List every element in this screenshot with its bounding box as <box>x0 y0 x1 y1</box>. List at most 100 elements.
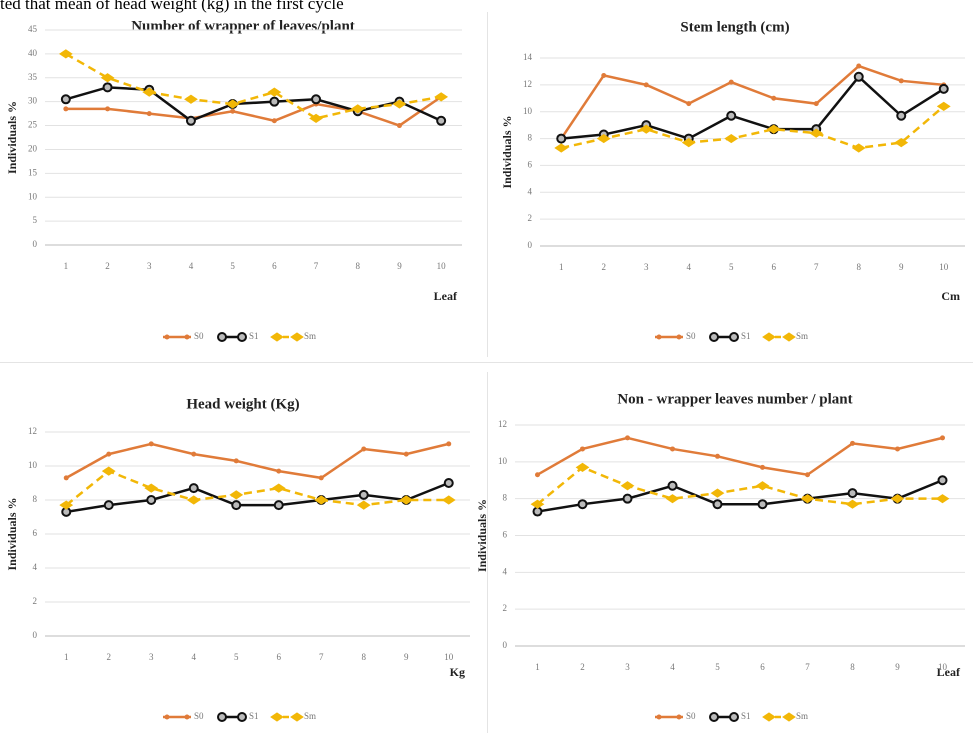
y-tick-label: 2 <box>528 213 533 223</box>
point <box>356 500 371 510</box>
point <box>712 499 723 510</box>
point <box>755 481 770 491</box>
y-tick-label: 10 <box>28 460 38 470</box>
point <box>656 714 662 720</box>
x-tick-label: 1 <box>535 662 540 672</box>
point <box>314 495 329 505</box>
point <box>309 113 323 123</box>
x-tick-label: 10 <box>938 662 948 672</box>
y-tick-label: 12 <box>28 426 37 436</box>
x-tick-label: 1 <box>559 262 564 272</box>
legend-label: S1 <box>249 331 259 341</box>
line <box>561 74 945 140</box>
point <box>436 115 447 126</box>
point <box>237 712 247 722</box>
y-tick-label: 20 <box>28 144 38 154</box>
point <box>403 451 409 457</box>
x-tick-label: 9 <box>895 662 900 672</box>
point <box>853 71 864 82</box>
point <box>270 712 284 722</box>
divider <box>487 12 488 357</box>
y-tick-label: 40 <box>28 48 38 58</box>
y-axis-label: Individuals % <box>500 115 514 188</box>
point <box>184 334 190 340</box>
point <box>269 96 280 107</box>
point <box>63 475 69 481</box>
x-tick-label: 7 <box>805 662 810 672</box>
point <box>271 118 277 124</box>
point <box>273 500 284 511</box>
y-tick-label: 14 <box>523 52 533 62</box>
chart-title: Stem length (cm) <box>680 19 789 35</box>
point <box>622 493 633 504</box>
x-tick-label: 2 <box>105 261 110 271</box>
point <box>760 464 765 470</box>
legend-label: S1 <box>249 711 259 721</box>
point <box>625 435 630 441</box>
point <box>103 500 114 511</box>
x-tick-label: 5 <box>234 652 239 662</box>
line <box>560 105 945 150</box>
point <box>530 499 545 509</box>
point <box>940 435 945 441</box>
x-tick-label: 3 <box>149 652 154 662</box>
point <box>757 499 768 510</box>
legend-label: Sm <box>796 711 808 721</box>
x-tick-label: 6 <box>277 652 282 662</box>
point <box>318 475 324 481</box>
point <box>535 472 540 478</box>
point <box>184 714 190 720</box>
point <box>271 483 286 493</box>
y-tick-label: 10 <box>498 456 508 466</box>
x-tick-label: 2 <box>107 652 112 662</box>
x-tick-label: 1 <box>64 261 69 271</box>
point <box>446 441 452 447</box>
point <box>290 332 304 342</box>
point <box>217 332 227 342</box>
y-axis-label: Individuals % <box>5 101 19 174</box>
point <box>813 101 819 107</box>
point <box>443 478 454 488</box>
point <box>729 712 739 722</box>
x-tick-label: 3 <box>625 662 630 672</box>
chart-title: Head weight (Kg) <box>186 396 299 412</box>
line <box>65 442 450 480</box>
point <box>146 111 152 117</box>
point <box>350 104 365 114</box>
y-tick-label: 4 <box>528 186 533 196</box>
point <box>270 332 284 342</box>
point <box>656 334 662 340</box>
point <box>311 94 322 105</box>
point <box>100 73 115 83</box>
point <box>896 110 907 121</box>
y-tick-label: 30 <box>28 96 38 106</box>
point <box>237 332 247 342</box>
point <box>620 481 635 491</box>
x-axis-label: Leaf <box>937 665 961 679</box>
x-tick-label: 1 <box>64 652 69 662</box>
divider <box>0 362 973 363</box>
y-tick-label: 10 <box>523 106 533 116</box>
point <box>890 494 905 504</box>
point <box>63 106 69 112</box>
x-tick-label: 4 <box>192 652 197 662</box>
point <box>229 490 244 500</box>
point <box>936 101 951 111</box>
point <box>434 92 449 102</box>
point <box>392 99 407 109</box>
point <box>601 72 607 78</box>
line <box>536 436 943 477</box>
y-tick-label: 45 <box>28 24 38 34</box>
point <box>233 458 239 464</box>
point <box>937 475 948 486</box>
y-tick-label: 0 <box>503 640 508 650</box>
point <box>164 714 170 720</box>
point <box>856 63 862 69</box>
legend-label: Sm <box>796 331 808 341</box>
point <box>185 115 196 126</box>
series <box>535 435 945 478</box>
x-tick-label: 10 <box>939 262 949 272</box>
x-tick-label: 7 <box>314 261 319 271</box>
point <box>290 712 304 722</box>
